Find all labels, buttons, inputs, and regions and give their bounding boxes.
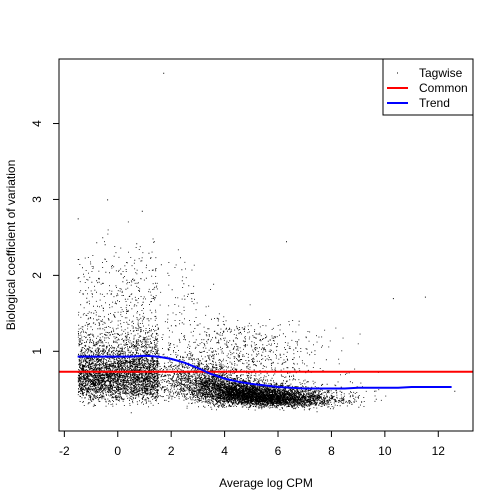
x-tick-label: -2 xyxy=(59,444,70,458)
x-tick-label: 6 xyxy=(275,444,282,458)
y-tick-label: 3 xyxy=(30,196,44,203)
legend-label-common: Common xyxy=(419,81,468,95)
y-tick-label: 2 xyxy=(30,272,44,279)
trend-line xyxy=(77,354,452,390)
fitted-lines xyxy=(59,354,473,390)
y-tick-label: 4 xyxy=(30,120,44,127)
legend-key-tagwise xyxy=(397,72,398,74)
y-axis-title: Biological coefficient of variation xyxy=(4,160,18,331)
x-tick-label: 10 xyxy=(378,444,392,458)
tagwise-points xyxy=(77,72,456,414)
x-tick-label: 2 xyxy=(168,444,175,458)
x-tick-label: 0 xyxy=(114,444,121,458)
x-axis-title: Average log CPM xyxy=(219,476,313,490)
x-tick-label: 12 xyxy=(432,444,446,458)
tagwise-point-cloud xyxy=(77,72,456,414)
x-tick-label: 4 xyxy=(221,444,228,458)
y-axis: 1 2 3 4 xyxy=(30,120,60,355)
legend-label-tagwise: Tagwise xyxy=(419,66,463,80)
x-axis: -2 0 2 4 6 8 10 12 xyxy=(59,430,446,458)
legend-label-trend: Trend xyxy=(419,96,450,110)
x-tick-label: 8 xyxy=(328,444,335,458)
y-tick-label: 1 xyxy=(30,348,44,355)
